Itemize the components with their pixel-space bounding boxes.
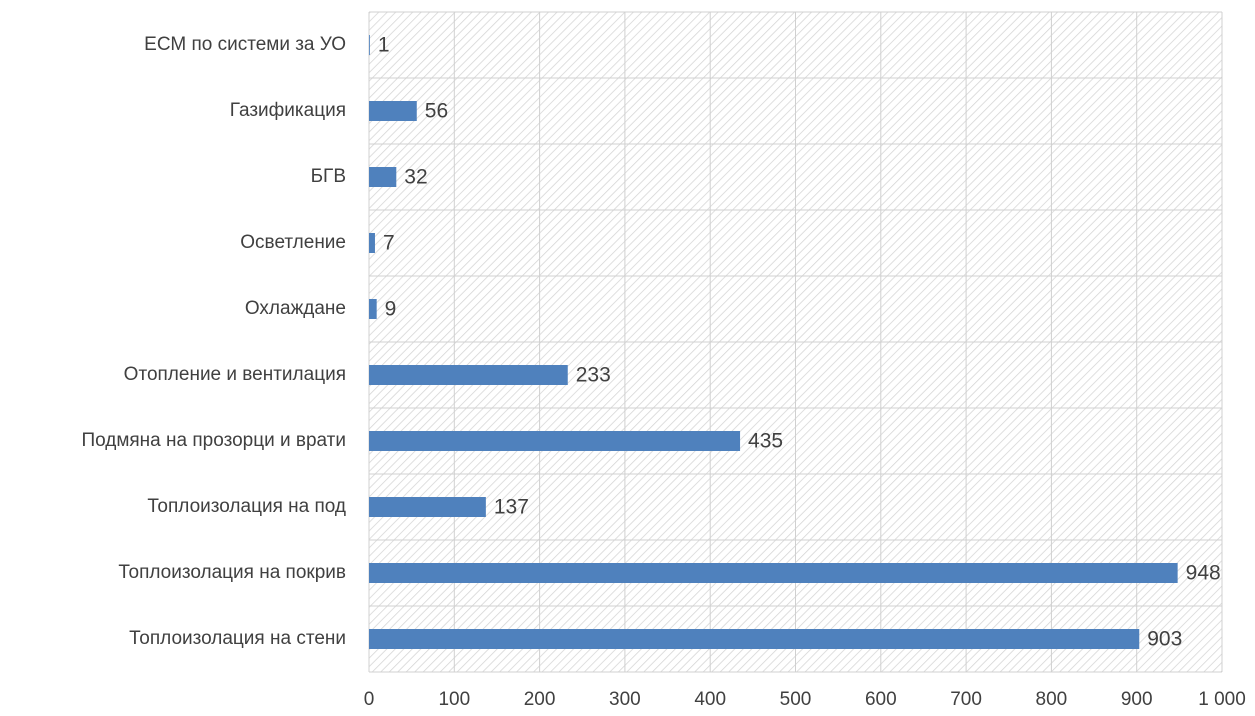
data-label: 137 xyxy=(494,496,529,519)
bar xyxy=(369,299,377,319)
data-label: 435 xyxy=(748,430,783,453)
data-label: 7 xyxy=(383,232,395,255)
y-tick-label: БГВ xyxy=(311,166,346,187)
x-tick-label: 700 xyxy=(950,689,982,710)
y-tick-label: ЕСМ по системи за УО xyxy=(144,34,346,55)
data-label: 32 xyxy=(404,166,427,189)
x-tick-label: 100 xyxy=(438,689,470,710)
x-tick-label: 400 xyxy=(694,689,726,710)
bar xyxy=(369,563,1178,583)
bar xyxy=(369,431,741,451)
y-tick-label: Топлоизолация на покрив xyxy=(118,562,346,583)
y-tick-label: Охлаждане xyxy=(245,298,346,319)
x-tick-label: 900 xyxy=(1121,689,1153,710)
x-tick-label: 1 000 xyxy=(1198,689,1246,710)
x-tick-label: 0 xyxy=(364,689,375,710)
y-tick-label: Топлоизолация на стени xyxy=(129,628,346,649)
bar xyxy=(369,35,370,55)
data-label: 903 xyxy=(1147,628,1182,651)
bar xyxy=(369,365,568,385)
y-tick-label: Подмяна на прозорци и врати xyxy=(81,430,346,451)
x-tick-label: 800 xyxy=(1036,689,1068,710)
bar xyxy=(369,167,397,187)
y-tick-label: Осветление xyxy=(240,232,346,253)
y-tick-label: Газификация xyxy=(230,100,346,121)
bar xyxy=(369,497,486,517)
x-tick-label: 300 xyxy=(609,689,641,710)
y-tick-label: Топлоизолация на под xyxy=(147,496,346,517)
x-tick-label: 200 xyxy=(524,689,556,710)
x-tick-label: 500 xyxy=(780,689,812,710)
x-tick-label: 600 xyxy=(865,689,897,710)
y-tick-label: Отопление и вентилация xyxy=(124,364,346,385)
bar xyxy=(369,101,417,121)
bar xyxy=(369,233,375,253)
data-label: 948 xyxy=(1186,562,1221,585)
data-label: 233 xyxy=(576,364,611,387)
bar xyxy=(369,629,1140,649)
data-label: 9 xyxy=(385,298,397,321)
data-label: 1 xyxy=(378,34,390,57)
data-label: 56 xyxy=(425,100,448,123)
